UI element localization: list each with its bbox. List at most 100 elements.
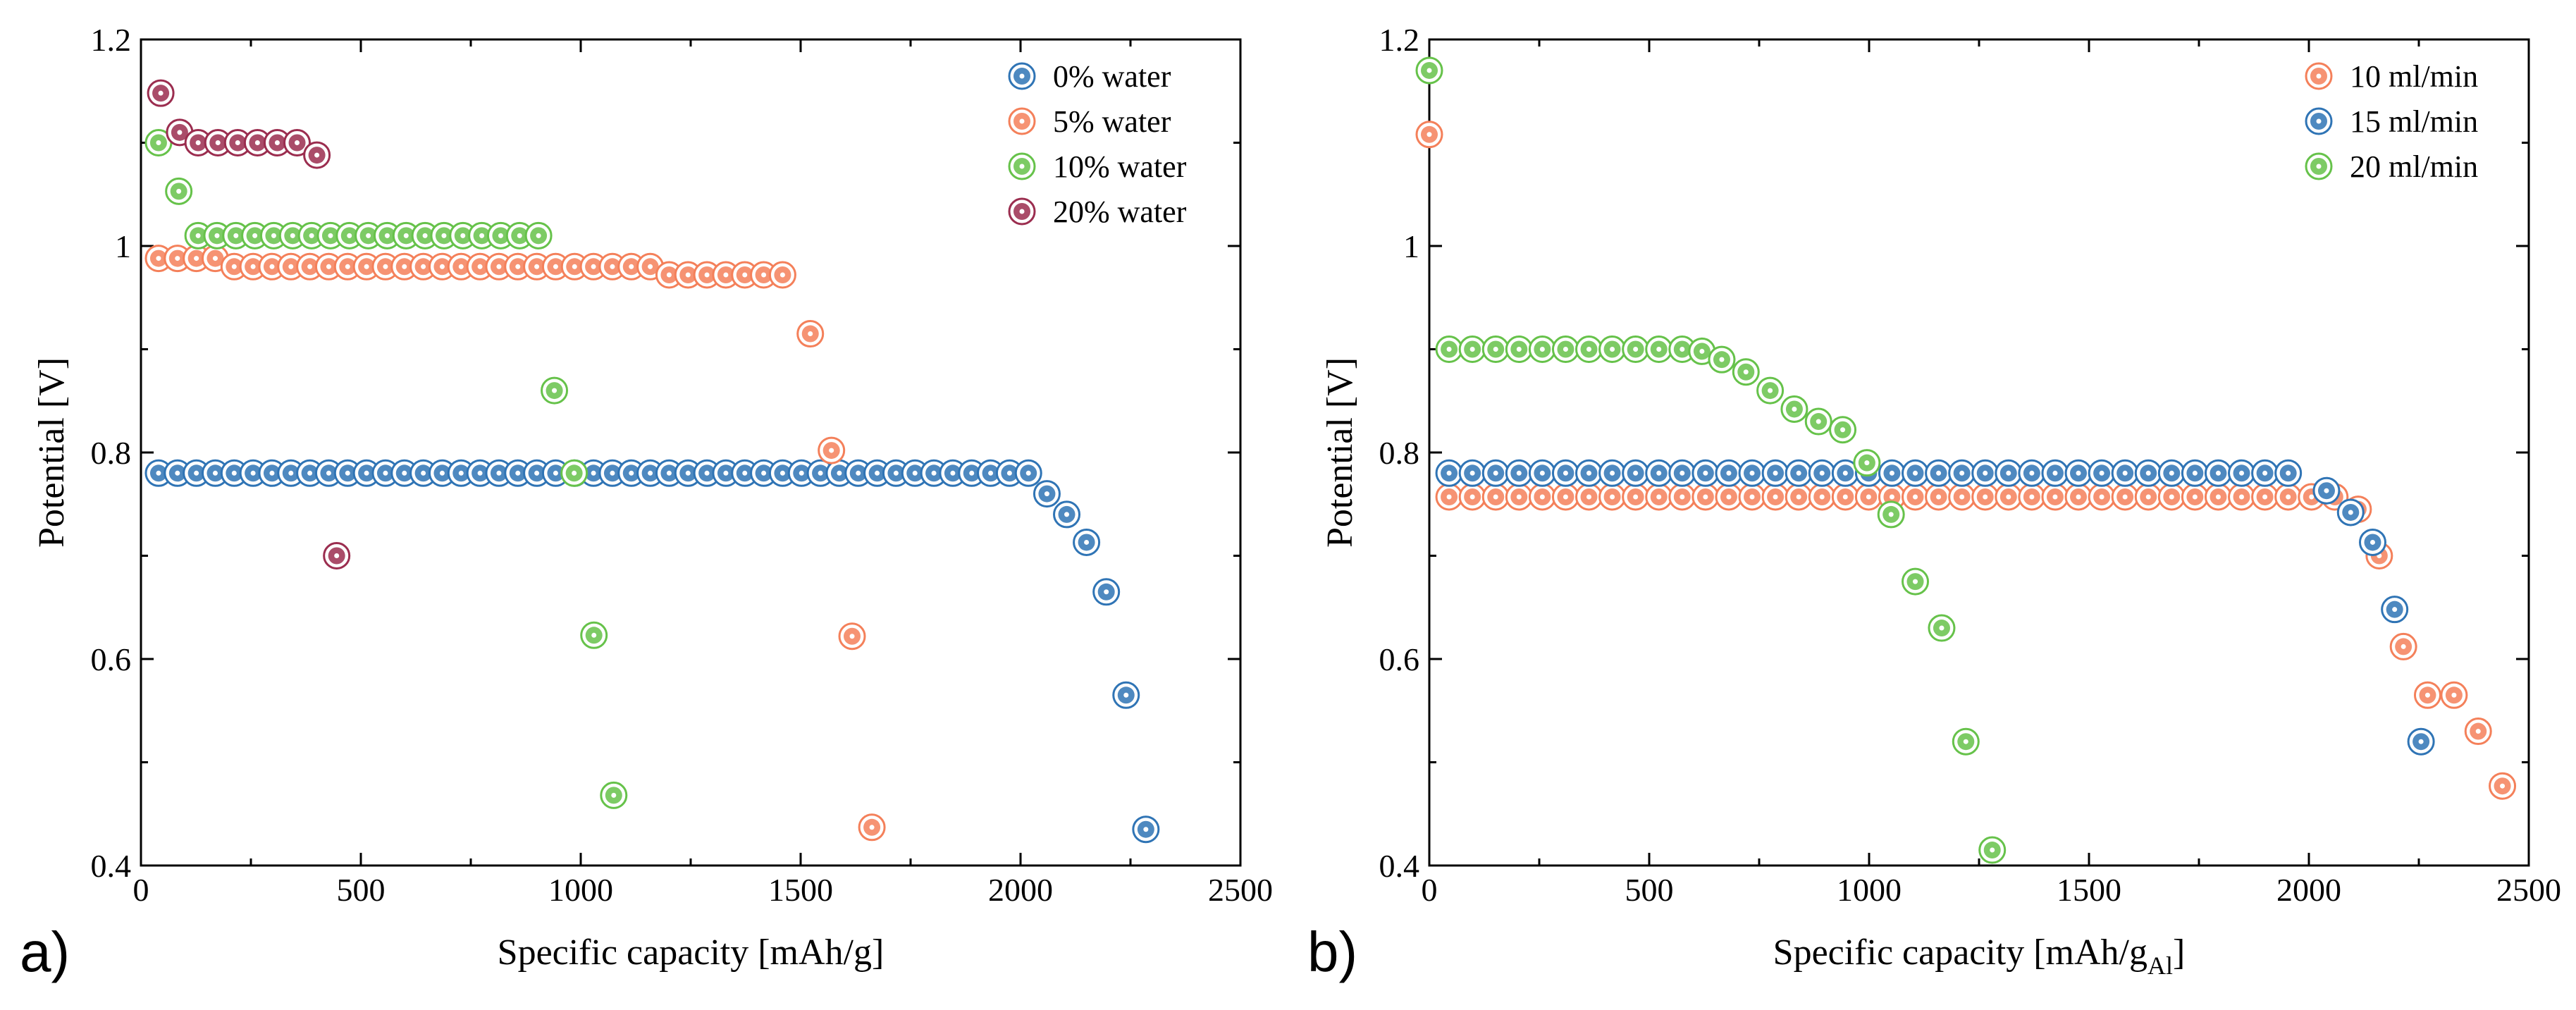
data-point (2464, 718, 2492, 746)
data-point (1528, 483, 1556, 511)
data-point (1952, 727, 1980, 756)
x-tick-label: 500 (1625, 872, 1674, 908)
data-point (220, 252, 248, 281)
data-point (1458, 459, 1486, 487)
legend-marker (2305, 152, 2333, 180)
series-20-water (147, 79, 351, 569)
data-point (243, 129, 271, 156)
x-tick-label: 2000 (988, 872, 1053, 908)
data-point (1738, 483, 1766, 511)
data-point (1645, 459, 1673, 487)
data-point (1458, 483, 1486, 511)
data-point (863, 459, 892, 487)
legend: 0% water 5% water 10% water 20% water (1008, 59, 1187, 229)
data-point (1808, 483, 1836, 511)
data-point (2251, 483, 2279, 511)
data-point (693, 261, 721, 289)
data-point (259, 221, 288, 250)
data-point (333, 459, 362, 487)
data-point (1073, 528, 1101, 556)
data-point (352, 459, 381, 487)
data-point (712, 459, 740, 487)
y-tick-label: 0.4 (1379, 848, 1420, 884)
data-point (258, 459, 286, 487)
data-point (164, 245, 192, 273)
data-point (1902, 459, 1930, 487)
data-point (2274, 483, 2303, 511)
legend: 10 ml/min 15 ml/min 20 ml/min (2305, 59, 2478, 184)
legend-label: 10 ml/min (2350, 59, 2478, 94)
data-point (1551, 483, 1579, 511)
data-point (2041, 459, 2069, 487)
data-point (447, 459, 475, 487)
data-point (731, 261, 759, 289)
x-tick-label: 1500 (2057, 872, 2121, 908)
data-point (674, 459, 702, 487)
series-20-ml-min (1415, 56, 2007, 864)
data-point (1622, 483, 1650, 511)
y-tick-label: 0.8 (91, 435, 132, 471)
legend-label: 10% water (1053, 149, 1187, 184)
x-tick-label: 2000 (2276, 872, 2341, 908)
data-point (1415, 56, 1443, 85)
data-point (2381, 596, 2409, 624)
data-point (184, 221, 212, 250)
data-point (258, 252, 286, 281)
data-point (2111, 459, 2139, 487)
data-point (1458, 335, 1486, 363)
y-tick-label: 0.8 (1379, 435, 1420, 471)
data-point (524, 221, 553, 250)
x-tick-label: 0 (1422, 872, 1438, 908)
data-point (355, 221, 383, 250)
data-point (1971, 459, 1999, 487)
data-point (263, 129, 291, 156)
y-tick-label: 1 (115, 228, 131, 264)
data-point (223, 129, 252, 156)
data-point (2228, 459, 2256, 487)
data-point (1053, 500, 1081, 529)
y-tick-label: 0.6 (1379, 641, 1420, 677)
data-point (1645, 335, 1673, 363)
data-point (485, 252, 513, 281)
data-point (2064, 459, 2093, 487)
data-point (560, 252, 588, 281)
legend-marker (2305, 62, 2333, 90)
data-point (1598, 459, 1627, 487)
x-axis-label: Specific capacity [mAh/gAl] (1773, 932, 2186, 980)
data-point (1995, 483, 2023, 511)
data-point (750, 261, 778, 289)
data-point (1505, 459, 1533, 487)
data-point (283, 129, 312, 156)
data-point (2018, 483, 2046, 511)
x-tick-label: 1000 (548, 872, 613, 908)
data-point (486, 221, 514, 250)
data-point (411, 221, 439, 250)
data-point (844, 459, 873, 487)
data-point (2181, 459, 2209, 487)
data-point (466, 459, 494, 487)
data-point (560, 459, 588, 487)
data-point (1738, 459, 1766, 487)
data-point (2111, 483, 2139, 511)
data-point (1014, 459, 1042, 487)
data-point (579, 252, 608, 281)
data-point (2157, 483, 2186, 511)
data-point (1995, 459, 2023, 487)
data-point (541, 252, 569, 281)
data-point (2088, 483, 2116, 511)
data-point (144, 129, 173, 156)
data-point (1978, 836, 2007, 864)
data-point (2018, 459, 2046, 487)
data-point (335, 221, 364, 250)
data-point (392, 221, 420, 250)
data-point (1691, 459, 1720, 487)
data-point (1481, 459, 1510, 487)
data-point (2274, 459, 2303, 487)
data-point (390, 459, 419, 487)
data-point (222, 221, 250, 250)
data-point (2407, 727, 2435, 756)
data-point (1551, 459, 1579, 487)
data-point (1622, 459, 1650, 487)
data-point (2157, 459, 2186, 487)
